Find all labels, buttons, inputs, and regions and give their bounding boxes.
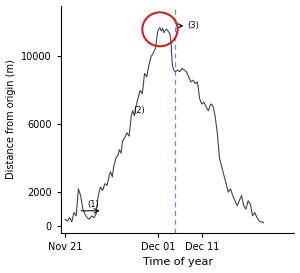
Text: (1): (1) [87, 200, 99, 209]
X-axis label: Time of year: Time of year [142, 257, 213, 268]
Y-axis label: Distance from origin (m): Distance from origin (m) [6, 59, 16, 179]
Text: (2): (2) [134, 106, 145, 115]
Text: (3): (3) [187, 21, 199, 30]
